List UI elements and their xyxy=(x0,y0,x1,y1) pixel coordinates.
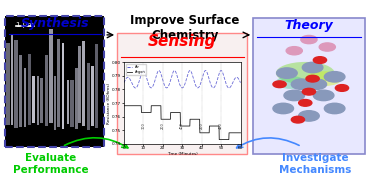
Bar xyxy=(95,44,98,128)
Ellipse shape xyxy=(276,62,334,84)
Text: 400: 400 xyxy=(219,122,223,129)
Bar xyxy=(57,39,60,127)
Text: 100: 100 xyxy=(141,122,145,129)
Bar xyxy=(6,43,10,125)
Text: 400: 400 xyxy=(180,122,184,129)
Circle shape xyxy=(302,62,323,73)
Text: Sensing: Sensing xyxy=(148,34,216,49)
Circle shape xyxy=(313,57,327,63)
Text: 200: 200 xyxy=(200,122,204,129)
Bar xyxy=(11,35,13,125)
Y-axis label: Resistance (KOhms): Resistance (KOhms) xyxy=(107,82,111,124)
Circle shape xyxy=(335,85,349,91)
Bar xyxy=(28,54,31,125)
Bar xyxy=(37,76,40,125)
Circle shape xyxy=(301,36,317,44)
Ellipse shape xyxy=(276,76,305,89)
Bar xyxy=(82,41,85,126)
Bar xyxy=(19,55,21,127)
Circle shape xyxy=(299,100,312,106)
Circle shape xyxy=(313,90,334,101)
Circle shape xyxy=(299,111,319,121)
Bar xyxy=(40,78,43,123)
Circle shape xyxy=(273,81,286,88)
FancyBboxPatch shape xyxy=(117,33,248,154)
Circle shape xyxy=(291,116,305,123)
Text: Evaluate
Performance: Evaluate Performance xyxy=(13,153,89,175)
Bar xyxy=(62,43,64,129)
Circle shape xyxy=(284,90,305,101)
Text: Improve Surface
Chemistry: Improve Surface Chemistry xyxy=(130,14,240,42)
Bar xyxy=(87,63,90,130)
Bar xyxy=(78,46,81,123)
Legend: Air, Argon: Air, Argon xyxy=(126,64,147,75)
FancyBboxPatch shape xyxy=(253,18,365,154)
Circle shape xyxy=(306,79,327,89)
Circle shape xyxy=(324,72,345,82)
Circle shape xyxy=(291,79,312,89)
Bar xyxy=(49,29,53,123)
Bar xyxy=(7,20,102,132)
X-axis label: Time (Minutes): Time (Minutes) xyxy=(167,152,198,156)
Circle shape xyxy=(324,103,345,114)
Bar xyxy=(91,66,94,126)
Circle shape xyxy=(277,68,297,78)
FancyBboxPatch shape xyxy=(5,16,104,147)
Bar xyxy=(45,54,48,126)
Bar xyxy=(75,68,78,129)
Text: Theory: Theory xyxy=(285,19,333,32)
Bar xyxy=(33,76,35,123)
Text: 1 μm: 1 μm xyxy=(16,22,34,28)
Text: 200: 200 xyxy=(161,122,165,129)
Bar xyxy=(54,76,56,129)
Circle shape xyxy=(306,75,319,82)
Text: Synthesis: Synthesis xyxy=(20,17,89,30)
Bar xyxy=(67,80,69,124)
Text: Investigate
Mechanisms: Investigate Mechanisms xyxy=(279,153,352,175)
Circle shape xyxy=(286,47,302,55)
Ellipse shape xyxy=(305,71,342,86)
Circle shape xyxy=(302,88,316,95)
Circle shape xyxy=(273,103,293,114)
Bar xyxy=(24,68,26,127)
Bar xyxy=(14,40,18,128)
Bar xyxy=(70,80,74,127)
Circle shape xyxy=(319,43,335,51)
